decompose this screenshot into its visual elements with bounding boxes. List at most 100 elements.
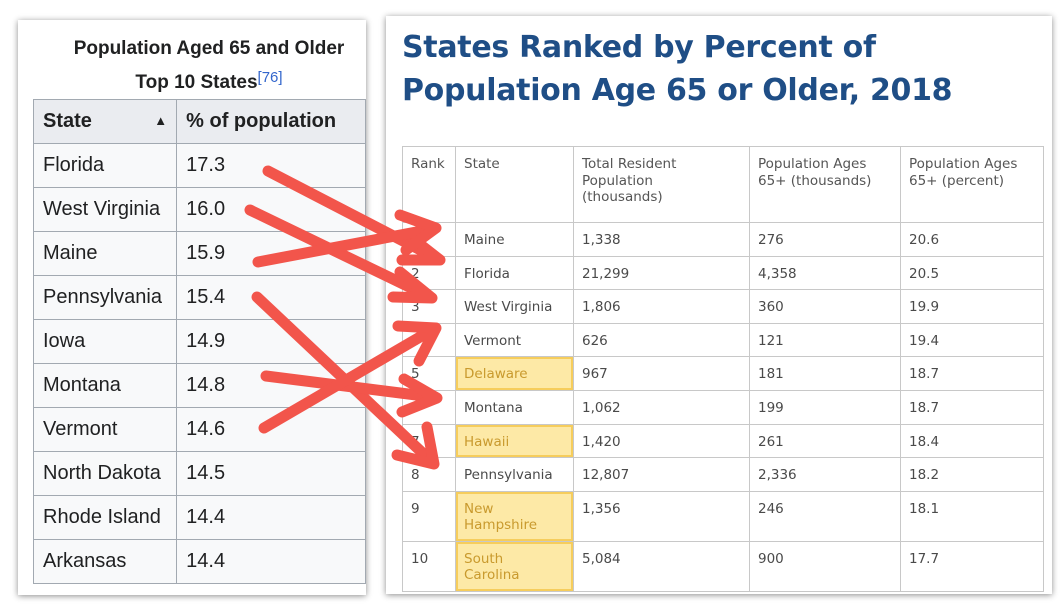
sort-icon[interactable]: ▲ xyxy=(154,113,168,128)
state-cell: Vermont xyxy=(32,407,178,452)
table-row: 7 Hawaii 1,420 261 18.4 xyxy=(402,423,1044,459)
population-65-thousands-header: Population Ages 65+ (thousands) xyxy=(749,146,901,223)
table-row: Vermont 14.6 xyxy=(32,407,366,452)
state-cell-highlighted: Hawaii xyxy=(455,423,574,459)
p65-cell: 18.7 xyxy=(900,356,1044,391)
header-line: (thousands) xyxy=(582,189,663,205)
p65-cell: 18.4 xyxy=(900,423,1044,459)
total-cell: 1,356 xyxy=(573,490,750,542)
state-cell: Rhode Island xyxy=(32,495,178,540)
state-cell: Iowa xyxy=(32,319,178,364)
percent-cell: 14.9 xyxy=(176,319,366,364)
table-row: Maine 15.9 xyxy=(32,231,366,276)
total-cell: 967 xyxy=(573,356,750,391)
rank-cell: 6 xyxy=(402,389,456,425)
state-cell: North Dakota xyxy=(32,451,178,496)
table-row: 1 Maine 1,338 276 20.6 xyxy=(402,222,1044,257)
population-65-percent-header: Population Ages 65+ (percent) xyxy=(900,146,1044,223)
t65-cell: 2,336 xyxy=(749,457,901,492)
p65-cell: 18.7 xyxy=(900,389,1044,425)
state-cell: Florida xyxy=(32,143,178,188)
t65-cell: 121 xyxy=(749,322,901,358)
percent-cell: 14.4 xyxy=(176,539,366,584)
table-row: Florida 17.3 xyxy=(32,143,366,188)
state-cell: Vermont xyxy=(455,322,574,358)
p65-cell: 20.6 xyxy=(900,222,1044,257)
percent-cell: 14.5 xyxy=(176,451,366,496)
state-cell: Arkansas xyxy=(32,539,178,584)
header-line: 65+ (percent) xyxy=(909,172,1005,189)
header-line: Population xyxy=(582,172,653,189)
footnote-link[interactable]: [76] xyxy=(257,69,283,86)
rank-cell: 5 xyxy=(402,356,456,391)
table-row: 9 New Hampshire 1,356 246 18.1 xyxy=(402,490,1044,542)
header-row: State ▲ % of population xyxy=(32,99,366,144)
state-column-header: State xyxy=(455,146,574,223)
state-column-header[interactable]: State ▲ xyxy=(32,99,178,144)
ranked-table: Rank State Total Resident Population (thou… xyxy=(402,146,1044,592)
t65-cell: 900 xyxy=(749,540,901,592)
state-cell: Maine xyxy=(455,222,574,257)
state-cell-highlighted: South Carolina xyxy=(455,540,574,592)
total-cell: 12,807 xyxy=(573,457,750,492)
p65-cell: 17.7 xyxy=(900,540,1044,592)
t65-cell: 199 xyxy=(749,389,901,425)
p65-cell: 19.9 xyxy=(900,289,1044,324)
table-row: 2 Florida 21,299 4,358 20.5 xyxy=(402,255,1044,291)
p65-cell: 19.4 xyxy=(900,322,1044,358)
table-row: North Dakota 14.5 xyxy=(32,451,366,496)
total-cell: 1,806 xyxy=(573,289,750,324)
t65-cell: 181 xyxy=(749,356,901,391)
t65-cell: 276 xyxy=(749,222,901,257)
percent-cell: 15.4 xyxy=(176,275,366,320)
total-cell: 5,084 xyxy=(573,540,750,592)
total-population-header: Total Resident Population (thousands) xyxy=(573,146,750,223)
percent-cell: 14.4 xyxy=(176,495,366,540)
state-name-line: Hampshire xyxy=(464,517,538,534)
state-cell: West Virginia xyxy=(32,187,178,232)
header-line: 65+ (thousands) xyxy=(758,172,872,189)
total-cell: 1,062 xyxy=(573,389,750,425)
state-cell: Maine xyxy=(32,231,178,276)
total-cell: 626 xyxy=(573,322,750,358)
caption-line-1: Population Aged 65 and Older xyxy=(73,38,345,59)
state-cell-highlighted: Delaware xyxy=(455,356,574,391)
header-line: Population Ages xyxy=(758,156,867,172)
table-row: Montana 14.8 xyxy=(32,363,366,408)
wiki-table-caption: Population Aged 65 and Older Top 10 Stat… xyxy=(18,32,366,100)
table-row: 4 Vermont 626 121 19.4 xyxy=(402,322,1044,358)
t65-cell: 4,358 xyxy=(749,255,901,291)
t65-cell: 360 xyxy=(749,289,901,324)
table-row: 3 West Virginia 1,806 360 19.9 xyxy=(402,289,1044,324)
rank-cell: 9 xyxy=(402,490,456,542)
table-row: 6 Montana 1,062 199 18.7 xyxy=(402,389,1044,425)
table-row: 8 Pennsylvania 12,807 2,336 18.2 xyxy=(402,457,1044,492)
header-line: Total Resident xyxy=(582,156,677,172)
rank-cell: 7 xyxy=(402,423,456,459)
table-row: Pennsylvania 15.4 xyxy=(32,275,366,320)
percent-cell: 14.6 xyxy=(176,407,366,452)
rank-cell: 1 xyxy=(402,222,456,257)
p65-cell: 18.1 xyxy=(900,490,1044,542)
header-row: Rank State Total Resident Population (thou… xyxy=(402,146,1044,223)
total-cell: 1,338 xyxy=(573,222,750,257)
t65-cell: 246 xyxy=(749,490,901,542)
rank-cell: 10 xyxy=(402,540,456,592)
table-row: West Virginia 16.0 xyxy=(32,187,366,232)
state-name-line: Carolina xyxy=(464,567,520,584)
header-line: Population Ages xyxy=(909,156,1018,172)
table-row: Iowa 14.9 xyxy=(32,319,366,364)
rank-column-header: Rank xyxy=(402,146,456,223)
t65-cell: 261 xyxy=(749,423,901,459)
total-cell: 1,420 xyxy=(573,423,750,459)
state-cell: Pennsylvania xyxy=(455,457,574,492)
ranked-table-panel: States Ranked by Percent of Population A… xyxy=(386,16,1052,594)
rank-cell: 2 xyxy=(402,255,456,291)
p65-cell: 18.2 xyxy=(900,457,1044,492)
percent-column-header[interactable]: % of population xyxy=(176,99,366,144)
table-row: Rhode Island 14.4 xyxy=(32,495,366,540)
state-cell: Montana xyxy=(32,363,178,408)
state-cell: Pennsylvania xyxy=(32,275,178,320)
percent-cell: 16.0 xyxy=(176,187,366,232)
page-title: States Ranked by Percent of Population A… xyxy=(402,30,953,108)
